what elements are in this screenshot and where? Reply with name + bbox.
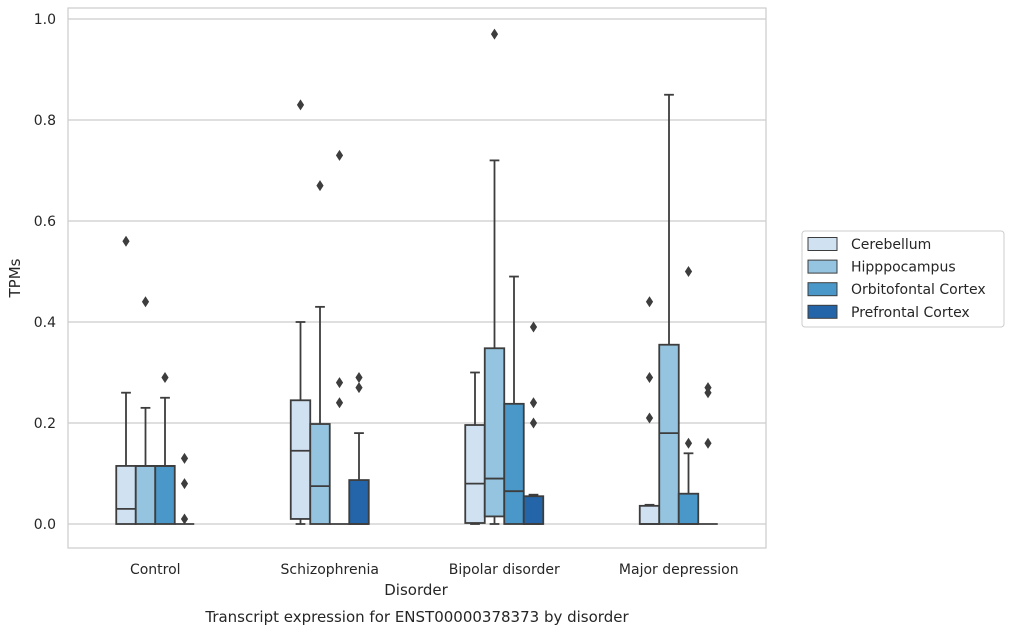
outlier-point	[355, 372, 363, 384]
outlier-point	[335, 397, 344, 409]
legend-frame	[801, 230, 1005, 328]
box	[503, 402, 525, 525]
box-group	[677, 266, 700, 525]
outlier-point	[704, 387, 712, 399]
boxes	[115, 28, 718, 525]
x-tick-label: Schizophrenia	[281, 562, 379, 578]
legend-label: Cerebellum	[851, 237, 931, 253]
box-group	[154, 372, 176, 525]
outlier-point	[645, 412, 654, 424]
box-group	[638, 296, 661, 525]
box-group	[329, 149, 350, 525]
box	[483, 347, 506, 518]
box	[464, 424, 486, 524]
box-group	[115, 235, 137, 525]
legend-label: Hipppocampus	[851, 260, 956, 276]
box	[658, 343, 680, 525]
outlier-point	[141, 296, 150, 308]
y-axis-label: TPMs	[6, 258, 24, 298]
box-group	[174, 452, 195, 525]
box	[115, 465, 137, 525]
x-tick-label: Control	[130, 562, 181, 578]
box	[348, 479, 370, 525]
legend-swatch	[807, 282, 838, 297]
legend-swatch	[807, 259, 838, 274]
legend-swatch	[807, 304, 838, 319]
outlier-point	[529, 417, 538, 429]
box	[677, 492, 700, 525]
x-tick-label: Major depression	[619, 562, 739, 578]
box-group	[503, 275, 525, 525]
outlier-point	[684, 437, 693, 449]
box	[134, 465, 157, 525]
box	[522, 495, 545, 525]
legend-swatch	[807, 237, 838, 251]
x-tick-label: Bipolar disorder	[449, 562, 560, 578]
outlier-point	[645, 296, 654, 308]
outlier-point	[490, 28, 499, 40]
y-tick-label: 0.2	[34, 416, 56, 432]
outlier-point	[180, 478, 189, 490]
box	[154, 465, 176, 525]
box-group	[658, 93, 680, 525]
outlier-point	[180, 452, 189, 464]
outlier-point	[529, 397, 538, 409]
box	[289, 399, 312, 520]
y-tick-label: 1.0	[34, 12, 56, 28]
legend: Cerebellum Hipppocampus Orbitofontal Corte…	[801, 230, 1005, 328]
y-tick-label: 0.4	[34, 315, 56, 331]
outlier-point	[161, 372, 169, 384]
outlier-point	[704, 437, 712, 449]
y-tick-label: 0.8	[34, 113, 56, 129]
x-axis-label: Disorder	[384, 581, 448, 599]
chart-title: Transcript expression for ENST0000037837…	[204, 608, 629, 626]
box	[309, 423, 331, 525]
outlier-point	[335, 377, 344, 389]
legend-label: Orbitofontal Cortex	[851, 282, 986, 298]
outlier-point	[316, 180, 324, 192]
outlier-point	[355, 382, 363, 394]
legend-label: Prefrontal Cortex	[851, 305, 970, 321]
outlier-point	[335, 149, 344, 161]
outlier-point	[296, 99, 305, 111]
y-tick-label: 0.0	[34, 517, 56, 533]
outlier-point	[122, 235, 130, 247]
outlier-point	[529, 321, 538, 333]
y-tick-label: 0.6	[34, 214, 56, 230]
box	[638, 504, 661, 525]
outlier-point	[645, 372, 654, 384]
box-group	[134, 296, 157, 525]
x-ticks: Control Schizophrenia Bipolar disorder Majo…	[130, 562, 739, 578]
box-group	[522, 321, 545, 525]
box-group	[464, 371, 486, 525]
outlier-point	[684, 266, 693, 277]
box-group	[698, 382, 718, 525]
box-group	[309, 180, 331, 525]
y-ticks: 0.0 0.2 0.4 0.6 0.8 1.0	[34, 12, 56, 533]
outlier-point	[180, 513, 189, 525]
box-group	[348, 372, 370, 525]
